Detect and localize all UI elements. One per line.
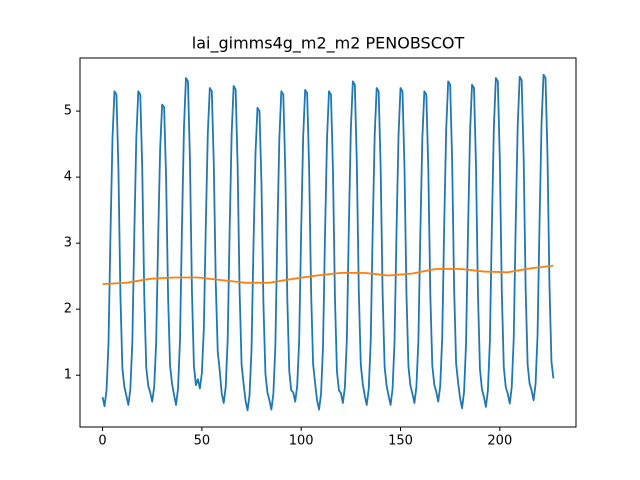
y-tick-label: 5 [64,104,72,119]
x-tick-label: 200 [487,434,512,449]
y-tick-label: 2 [64,302,72,317]
x-tick-label: 150 [388,434,413,449]
data-line [101,73,555,412]
x-tick-label: 50 [194,434,211,449]
y-tick-label: 3 [64,236,72,251]
chart-title: lai_gimms4g_m2_m2 PENOBSCOT [192,34,465,54]
y-tick-label: 4 [64,170,72,185]
x-tick-label: 100 [289,434,314,449]
data-line [102,264,554,285]
plot-frame [79,57,577,428]
x-tick-label: 0 [98,434,106,449]
y-tick-label: 1 [64,368,72,383]
